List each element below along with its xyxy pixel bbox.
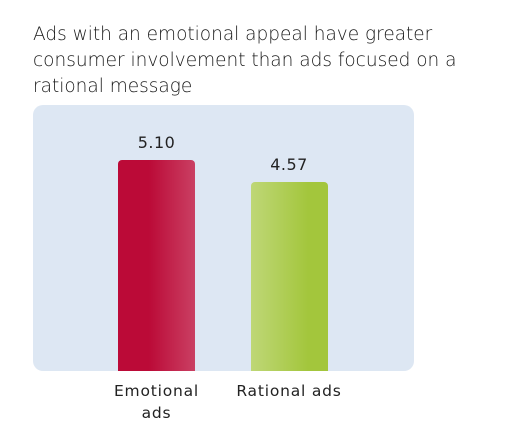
- x-tick-label: Emotional ads: [113, 382, 200, 422]
- plot-area: [33, 105, 414, 371]
- value-label: 5.10: [137, 133, 176, 152]
- bar: [118, 160, 195, 371]
- chart-title: Ads with an emotional appeal have greate…: [33, 24, 457, 97]
- bar: [250, 181, 328, 371]
- x-tick-label: Rational ads: [236, 382, 342, 400]
- value-label: 4.57: [270, 154, 308, 174]
